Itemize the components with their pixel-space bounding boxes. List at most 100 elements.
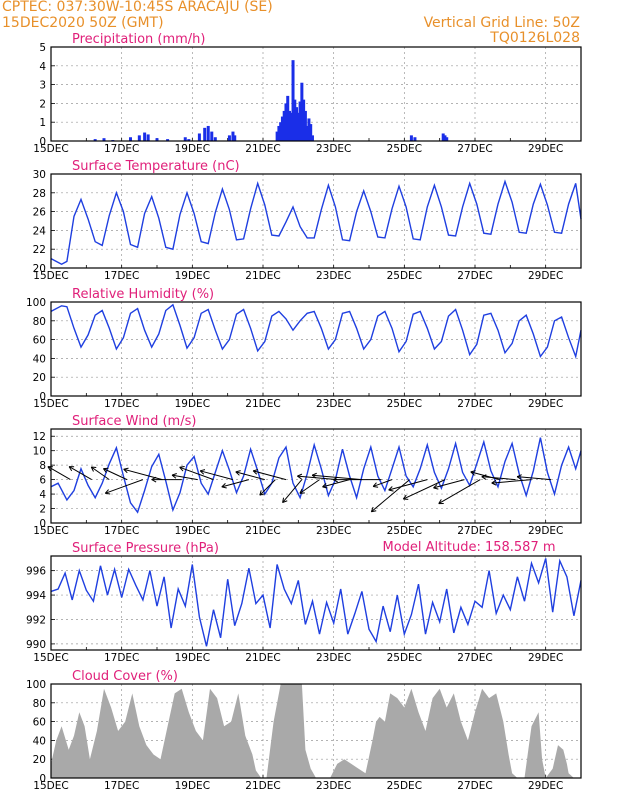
x-tick-label: 27DEC xyxy=(457,398,492,410)
precipitation-bar xyxy=(280,116,284,141)
wind-arrow xyxy=(470,471,500,481)
precipitation-bar xyxy=(443,135,447,141)
wind-arrow-head xyxy=(297,473,303,477)
wind-arrow-head xyxy=(221,483,226,488)
x-tick-label: 21DEC xyxy=(245,270,280,282)
surface-pressure-line xyxy=(50,558,582,647)
precipitation-bar xyxy=(233,135,237,141)
x-tick-label: 19DEC xyxy=(175,143,210,155)
wind-arrow-head xyxy=(388,486,393,491)
precipitation-bar xyxy=(310,135,314,141)
precipitation-bar xyxy=(296,112,300,141)
precipitation-bar xyxy=(307,118,311,141)
relative-humidity-frame xyxy=(50,301,582,397)
y-tick-label: 0 xyxy=(39,773,46,785)
precipitation-bar xyxy=(227,135,231,141)
wind-arrow xyxy=(491,479,532,484)
x-tick-label: 27DEC xyxy=(457,525,492,537)
surface-temperature-frame xyxy=(50,173,582,269)
x-tick-label: 27DEC xyxy=(457,652,492,664)
y-tick-label: 10 xyxy=(33,446,46,458)
precipitation-bar xyxy=(155,138,159,141)
y-tick-label: 0 xyxy=(39,391,46,403)
wind-arrow-head xyxy=(373,485,379,488)
y-tick-label: 24 xyxy=(33,225,47,237)
wind-arrow-head xyxy=(299,488,303,494)
surface-wind-frame xyxy=(50,428,582,524)
y-tick-label: 12 xyxy=(33,431,46,443)
x-tick-label: 25DEC xyxy=(387,525,422,537)
x-tick-label: 29DEC xyxy=(528,398,563,410)
x-tick-label: 19DEC xyxy=(175,398,210,410)
wind-arrow-head xyxy=(259,493,265,496)
wind-arrow xyxy=(403,479,446,500)
y-tick-label: 20 xyxy=(33,263,46,275)
wind-arrow-head xyxy=(123,467,129,470)
y-tick-label: 100 xyxy=(26,679,46,691)
x-tick-label: 23DEC xyxy=(316,525,351,537)
wind-arrow xyxy=(517,476,552,481)
surface-pressure-frame xyxy=(50,555,582,651)
precipitation-bar xyxy=(279,122,283,141)
precipitation-bar xyxy=(293,99,297,141)
wind-arrow xyxy=(47,466,71,481)
run-header: 15DEC2020 50Z (GMT) xyxy=(2,15,164,31)
wind-arrow-head xyxy=(370,506,374,512)
precipitation-bar xyxy=(102,138,106,141)
x-tick-label: 19DEC xyxy=(175,270,210,282)
wind-arrow-head xyxy=(516,476,522,480)
x-tick-label: 15DEC xyxy=(33,780,68,792)
y-tick-label: 992 xyxy=(26,614,46,626)
x-tick-label: 27DEC xyxy=(457,780,492,792)
wind-arrow-head xyxy=(322,483,327,488)
precipitation-bar xyxy=(143,132,147,141)
wind-arrow xyxy=(282,479,303,503)
wind-arrow-head xyxy=(433,487,439,490)
x-tick-label: 21DEC xyxy=(245,143,280,155)
y-tick-label: 60 xyxy=(33,335,46,347)
x-tick-label: 15DEC xyxy=(33,525,68,537)
x-tick-label: 25DEC xyxy=(387,143,422,155)
wind-arrow-head xyxy=(333,476,338,481)
wind-arrow-head xyxy=(322,486,328,489)
x-tick-label: 21DEC xyxy=(245,398,280,410)
wind-arrow-head xyxy=(179,466,185,468)
wind-arrow-head xyxy=(297,475,302,480)
y-tick-label: 1 xyxy=(39,117,46,129)
wind-arrow xyxy=(259,479,276,496)
wind-arrow-head xyxy=(91,466,97,469)
precipitation-bar xyxy=(302,99,306,141)
wind-arrow-head xyxy=(47,466,51,472)
x-tick-label: 23DEC xyxy=(316,652,351,664)
x-tick-label: 15DEC xyxy=(33,652,68,664)
wind-arrow-head xyxy=(221,486,227,489)
y-tick-label: 80 xyxy=(33,316,46,328)
x-tick-label: 17DEC xyxy=(104,143,139,155)
x-tick-label: 29DEC xyxy=(528,270,563,282)
x-tick-label: 19DEC xyxy=(175,780,210,792)
precipitation-bar xyxy=(445,137,449,141)
x-tick-label: 25DEC xyxy=(387,780,422,792)
wind-arrow-head xyxy=(311,472,317,476)
precipitation-bar xyxy=(93,139,97,141)
x-tick-label: 17DEC xyxy=(104,780,139,792)
wind-arrow-head xyxy=(104,489,109,494)
wind-arrow xyxy=(68,466,92,481)
surface-wind-title: Surface Wind (m/s) xyxy=(72,414,196,429)
wind-arrow-head xyxy=(235,470,241,473)
x-tick-label: 15DEC xyxy=(33,143,68,155)
precipitation-bar xyxy=(137,135,141,141)
y-tick-label: 3 xyxy=(39,80,46,92)
x-tick-label: 17DEC xyxy=(104,652,139,664)
y-tick-label: 40 xyxy=(33,353,46,365)
wind-arrow xyxy=(438,479,481,505)
wind-arrow xyxy=(221,479,249,488)
x-tick-label: 17DEC xyxy=(104,525,139,537)
wind-arrow-head xyxy=(199,470,205,475)
wind-arrow-head xyxy=(481,476,487,480)
precipitation-bar xyxy=(441,133,445,141)
x-tick-label: 23DEC xyxy=(316,143,351,155)
precipitation-bar xyxy=(203,127,207,141)
x-tick-label: 21DEC xyxy=(245,525,280,537)
x-tick-label: 21DEC xyxy=(245,780,280,792)
